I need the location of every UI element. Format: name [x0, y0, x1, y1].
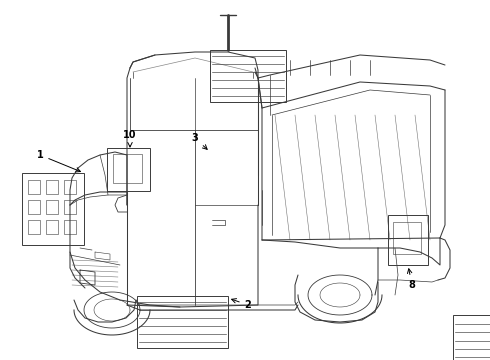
Bar [388, 215, 428, 265]
Bar [64, 180, 76, 194]
Bar [28, 200, 40, 214]
Bar [137, 296, 228, 348]
Bar [64, 220, 76, 234]
Bar [46, 200, 58, 214]
Bar [28, 180, 40, 194]
Bar [453, 315, 490, 360]
Bar [28, 220, 40, 234]
Bar [46, 180, 58, 194]
Bar [46, 220, 58, 234]
Text: 8: 8 [408, 269, 416, 290]
Bar [393, 222, 421, 254]
Text: 1: 1 [37, 150, 80, 172]
Text: 2: 2 [232, 299, 251, 310]
Bar [210, 50, 286, 102]
Text: 3: 3 [192, 133, 207, 149]
Bar [64, 200, 76, 214]
Text: 10: 10 [123, 130, 137, 147]
Bar [107, 148, 150, 191]
Bar [22, 173, 84, 245]
Bar [113, 154, 142, 183]
